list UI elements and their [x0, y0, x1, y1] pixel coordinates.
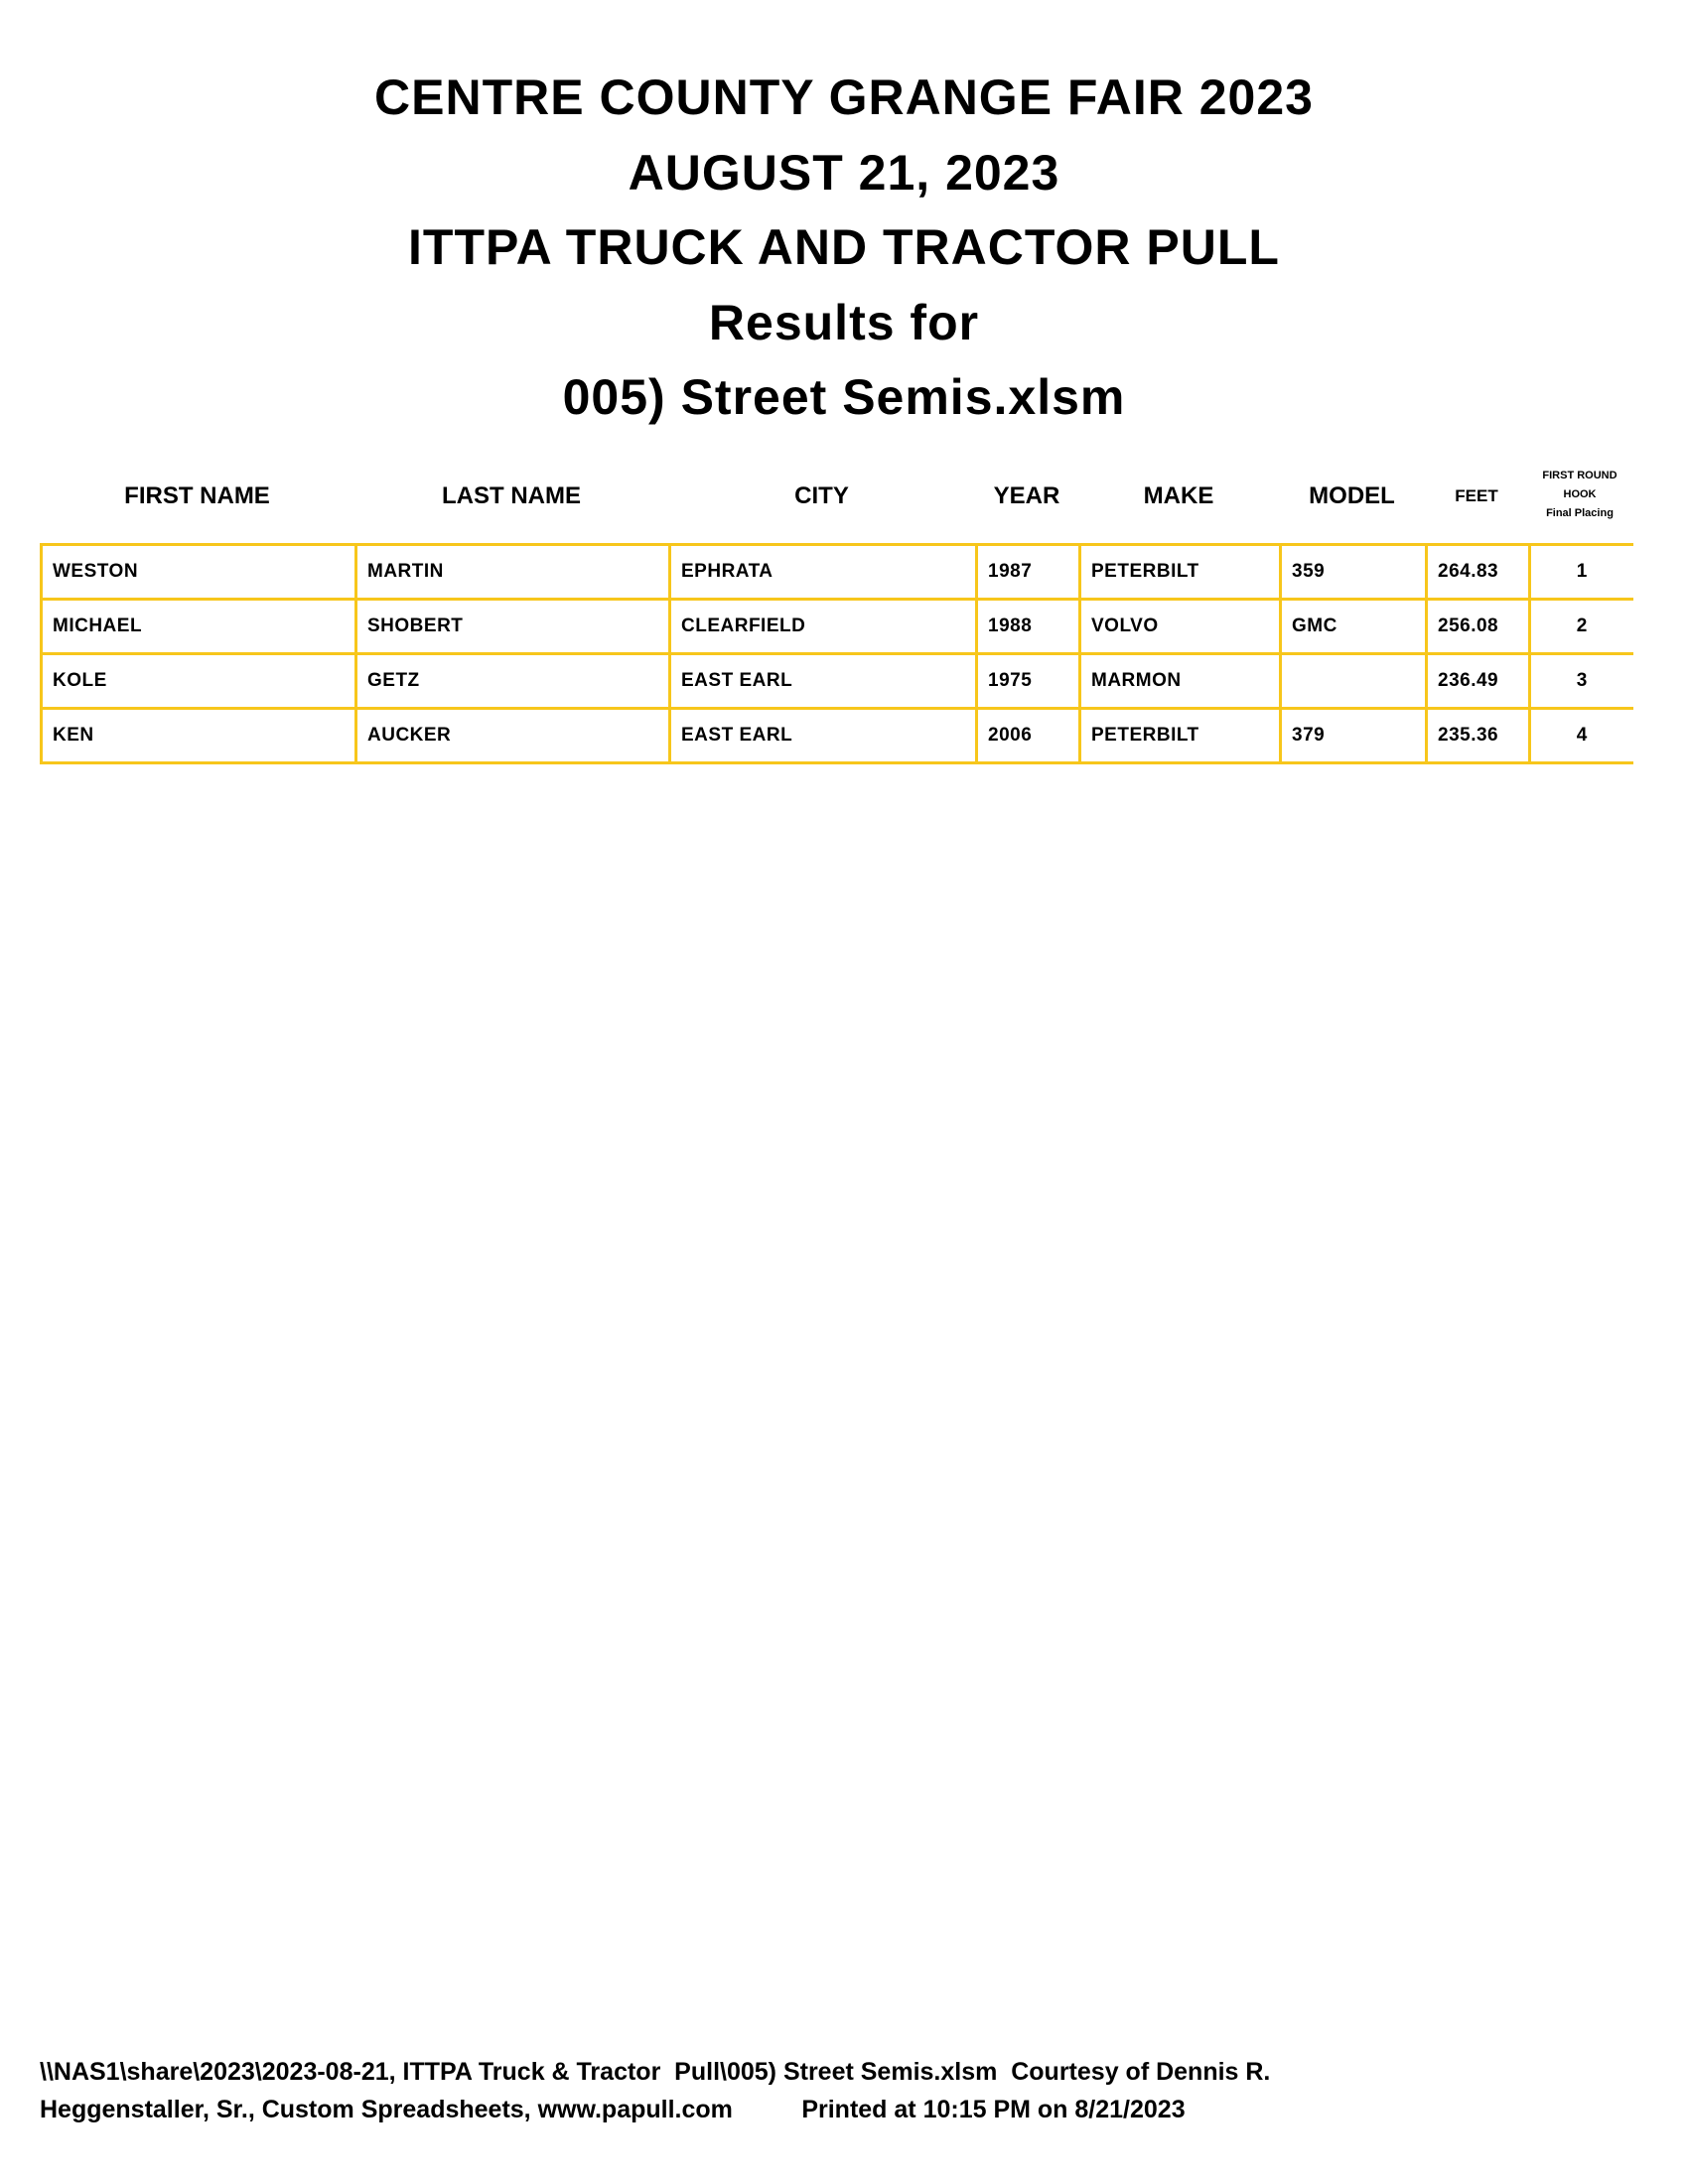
- cell-placing: 1: [1528, 543, 1633, 601]
- title-results-for: Results for: [708, 295, 980, 350]
- col-header-model: MODEL: [1309, 482, 1395, 509]
- cell-make: PETERBILT: [1078, 707, 1282, 764]
- cell-last-name: GETZ: [354, 652, 671, 710]
- cell-first-name: WESTON: [40, 543, 357, 601]
- cell-feet: 256.08: [1425, 598, 1531, 655]
- col-header-city: CITY: [794, 482, 849, 509]
- cell-model: GMC: [1279, 598, 1428, 655]
- table-row: KEN AUCKER EAST EARL 2006 PETERBILT 379 235.36…: [40, 707, 1633, 764]
- cell-last-name: SHOBERT: [354, 598, 671, 655]
- footer: \\NAS1\share\2023\2023-08-21, ITTPA Truc…: [40, 2053, 1270, 2128]
- cell-make: VOLVO: [1078, 598, 1282, 655]
- cell-make: MARMON: [1078, 652, 1282, 710]
- col-header-placing: FIRST ROUND HOOK Final Placing: [1528, 465, 1631, 524]
- cell-year: 1988: [975, 598, 1081, 655]
- cell-last-name: MARTIN: [354, 543, 671, 601]
- col-header-last-name: LAST NAME: [442, 482, 581, 509]
- title-pull: ITTPA TRUCK AND TRACTOR PULL: [408, 219, 1280, 275]
- col-header-year: YEAR: [993, 482, 1060, 509]
- col-header-make: MAKE: [1143, 482, 1214, 509]
- cell-placing: 4: [1528, 707, 1633, 764]
- cell-city: EAST EARL: [668, 707, 978, 764]
- cell-feet: 236.49: [1425, 652, 1531, 710]
- col-header-first-name: FIRST NAME: [124, 482, 270, 509]
- title-class: 005) Street Semis.xlsm: [562, 369, 1126, 425]
- cell-year: 1987: [975, 543, 1081, 601]
- results-table: WESTON MARTIN EPHRATA 1987 PETERBILT 359 264.8…: [40, 543, 1633, 764]
- cell-city: EAST EARL: [668, 652, 978, 710]
- table-row: MICHAEL SHOBERT CLEARFIELD 1988 VOLVO GMC 256.…: [40, 598, 1633, 655]
- cell-model: [1279, 652, 1428, 710]
- cell-first-name: KOLE: [40, 652, 357, 710]
- cell-year: 1975: [975, 652, 1081, 710]
- cell-make: PETERBILT: [1078, 543, 1282, 601]
- col-header-feet: FEET: [1455, 486, 1498, 505]
- cell-feet: 235.36: [1425, 707, 1531, 764]
- footer-line-2: Heggenstaller, Sr., Custom Spreadsheets,…: [40, 2096, 1186, 2123]
- table-row: KOLE GETZ EAST EARL 1975 MARMON 236.49 3: [40, 652, 1633, 710]
- cell-placing: 2: [1528, 598, 1633, 655]
- placing-line-3: Final Placing: [1546, 506, 1614, 519]
- cell-model: 359: [1279, 543, 1428, 601]
- cell-feet: 264.83: [1425, 543, 1531, 601]
- cell-first-name: MICHAEL: [40, 598, 357, 655]
- cell-city: CLEARFIELD: [668, 598, 978, 655]
- cell-city: EPHRATA: [668, 543, 978, 601]
- cell-year: 2006: [975, 707, 1081, 764]
- cell-placing: 3: [1528, 652, 1633, 710]
- footer-line-1: \\NAS1\share\2023\2023-08-21, ITTPA Truc…: [40, 2058, 1271, 2086]
- cell-last-name: AUCKER: [354, 707, 671, 764]
- placing-line-2: HOOK: [1563, 487, 1597, 500]
- placing-line-1: FIRST ROUND: [1542, 469, 1618, 481]
- title-date: AUGUST 21, 2023: [628, 145, 1060, 201]
- title-event: CENTRE COUNTY GRANGE FAIR 2023: [374, 69, 1314, 125]
- cell-first-name: KEN: [40, 707, 357, 764]
- cell-model: 379: [1279, 707, 1428, 764]
- table-row: WESTON MARTIN EPHRATA 1987 PETERBILT 359 264.8…: [40, 543, 1633, 601]
